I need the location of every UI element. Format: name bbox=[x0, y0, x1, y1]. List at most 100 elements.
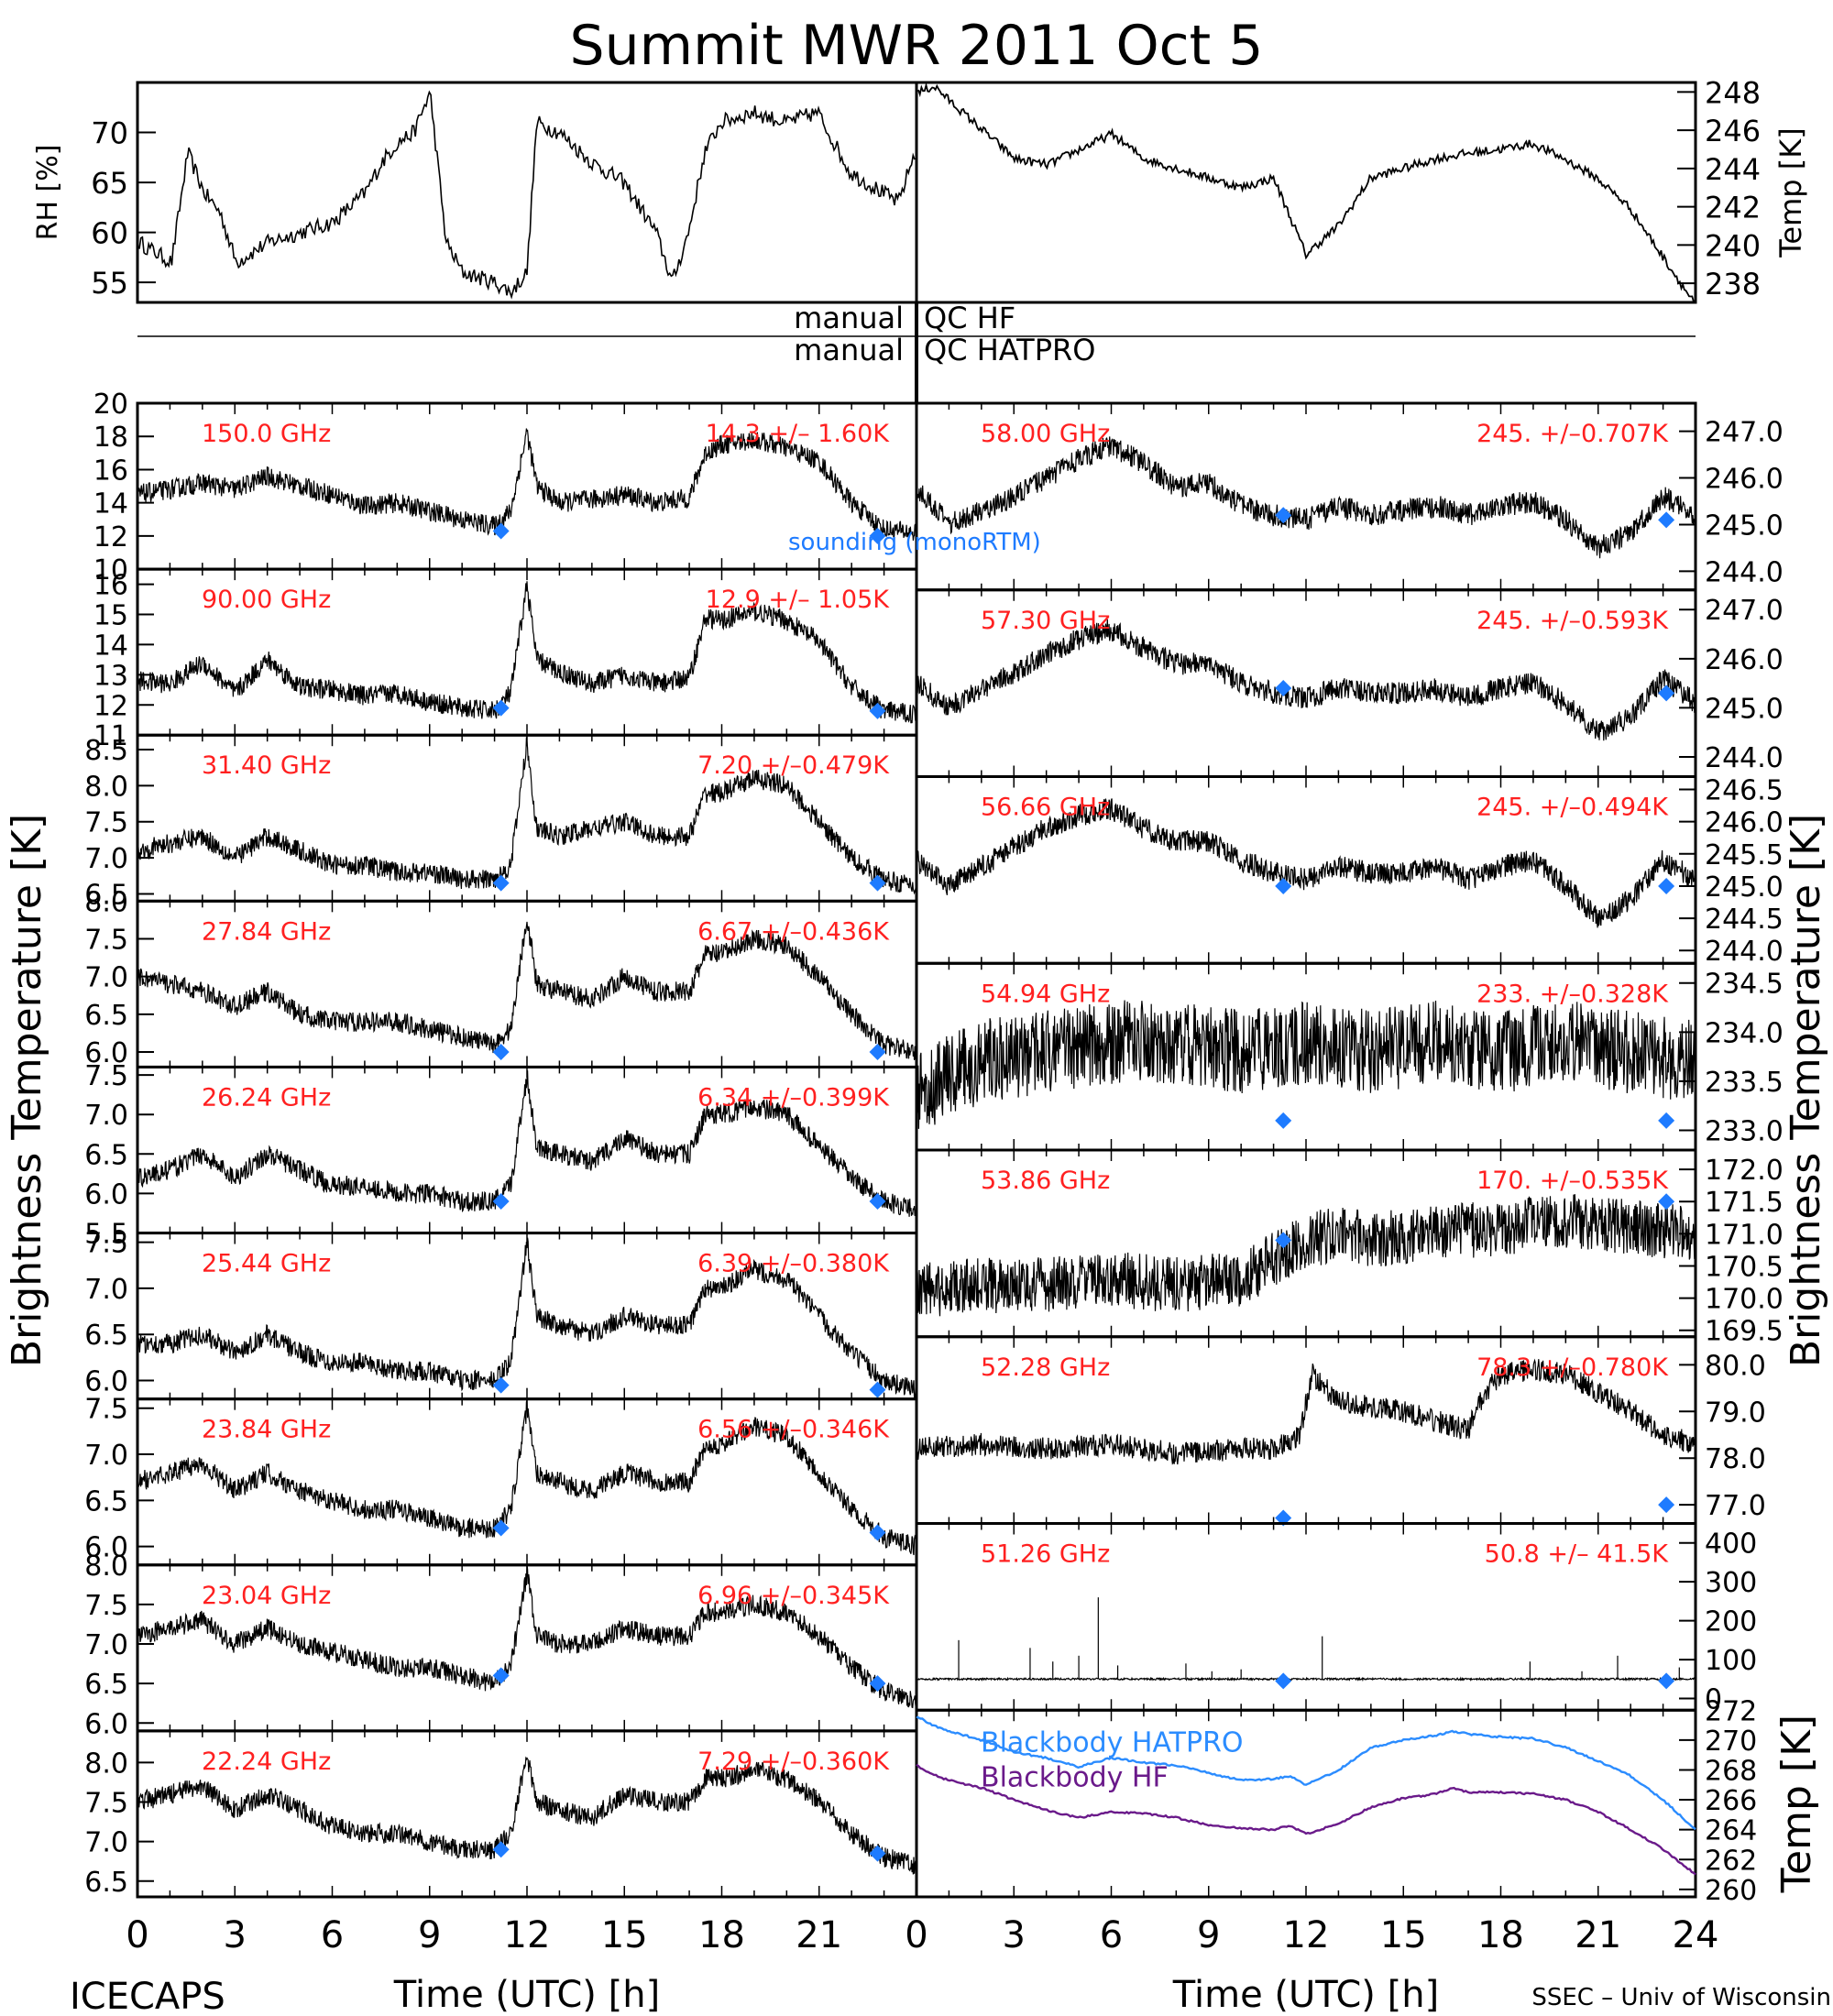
channel-trace bbox=[137, 1399, 917, 1557]
x-tick-label: 15 bbox=[1380, 1914, 1427, 1956]
channel-tick-label: 7.5 bbox=[84, 1394, 128, 1426]
channel-tick-label: 12 bbox=[93, 690, 128, 722]
x-tick-label: 18 bbox=[698, 1914, 745, 1956]
channel-tick-label: 7.0 bbox=[84, 1440, 128, 1472]
blackbody-legend-label: Blackbody HF bbox=[981, 1761, 1169, 1793]
channel-tick-label: 7.5 bbox=[84, 924, 128, 956]
sounding-marker bbox=[869, 1845, 886, 1862]
channel-tick-label: 171.0 bbox=[1705, 1219, 1784, 1251]
channel-trace bbox=[137, 1564, 917, 1710]
sounding-marker bbox=[869, 1193, 886, 1211]
x-tick-label: 24 bbox=[1673, 1914, 1719, 1956]
channel-trace bbox=[916, 619, 1696, 741]
channel-tick-label: 6.0 bbox=[84, 1037, 128, 1069]
left-x-axis: 0 3 6 9 12 15 18 21 bbox=[126, 1914, 842, 1956]
rh-tick-label: 70 bbox=[91, 116, 128, 151]
rh-tick-label: 55 bbox=[91, 266, 128, 301]
temp-tick-label: 246 bbox=[1705, 114, 1761, 148]
rh-tick-label: 60 bbox=[91, 216, 128, 251]
temp-tick-label: 238 bbox=[1705, 267, 1761, 301]
channel-stat-label: 14.3 +/– 1.60K bbox=[706, 420, 891, 448]
temp-tick-label: 244 bbox=[1705, 152, 1761, 187]
sounding-marker bbox=[1658, 1112, 1675, 1129]
channel-trace bbox=[137, 737, 917, 895]
channel-frequency-label: 23.04 GHz bbox=[202, 1582, 331, 1610]
channel-tick-label: 16 bbox=[93, 570, 128, 602]
channel-tick-label: 13 bbox=[93, 660, 128, 692]
channel-tick-label: 8.0 bbox=[84, 1748, 128, 1780]
channel-tick-label: 246.5 bbox=[1705, 775, 1784, 807]
channel-frequency-label: 51.26 GHz bbox=[981, 1540, 1110, 1569]
channel-tick-label: 79.0 bbox=[1705, 1397, 1766, 1429]
x-tick-label: 0 bbox=[126, 1914, 148, 1956]
channel-trace bbox=[137, 1756, 917, 1875]
channel-frequency-label: 53.86 GHz bbox=[981, 1167, 1110, 1195]
channel-tick-label: 300 bbox=[1705, 1567, 1757, 1599]
x-tick-label: 3 bbox=[1003, 1914, 1026, 1956]
sounding-marker bbox=[869, 702, 886, 719]
footer-right: SSEC – Univ of Wisconsin bbox=[1531, 1984, 1831, 2011]
channel-panel: 6.0 6.5 7.0 7.5 23.84 GHz 6.56 +/–0.346K bbox=[84, 1394, 918, 1567]
left-y-axis-label: Brightness Temperature [K] bbox=[4, 814, 50, 1367]
channel-stat-label: 12.9 +/– 1.05K bbox=[706, 586, 891, 614]
channel-tick-label: 5.5 bbox=[84, 1219, 128, 1251]
channel-trace bbox=[137, 428, 917, 541]
sounding-marker bbox=[1275, 1232, 1292, 1249]
channel-frequency-label: 57.30 GHz bbox=[981, 607, 1110, 635]
channel-tick-label: 8.0 bbox=[84, 771, 128, 803]
rh-axis-label: RH [%] bbox=[32, 145, 64, 241]
channel-panel: 6.0 6.5 7.0 7.5 8.0 27.84 GHz 6.67 +/–0.436K bbox=[84, 886, 918, 1069]
channel-tick-label: 270 bbox=[1705, 1726, 1757, 1758]
sounding-marker bbox=[1275, 1112, 1292, 1129]
channel-panel: 6.0 6.5 7.0 7.5 25.44 GHz 6.39 +/–0.380K bbox=[84, 1228, 918, 1401]
sounding-marker bbox=[1658, 1672, 1675, 1690]
sounding-marker bbox=[492, 699, 510, 717]
channel-tick-label: 80.0 bbox=[1705, 1350, 1766, 1382]
channel-tick-label: 6.0 bbox=[84, 1178, 128, 1211]
sounding-legend-label: sounding (monoRTM) bbox=[788, 529, 1041, 556]
channel-tick-label: 7.5 bbox=[84, 807, 128, 839]
channel-tick-label: 14 bbox=[93, 630, 128, 662]
temp-tick-label: 242 bbox=[1705, 191, 1761, 225]
right-x-axis: 0 3 6 9 12 15 18 21 24 bbox=[905, 1914, 1718, 1956]
sounding-marker bbox=[1658, 1496, 1675, 1514]
channel-tick-label: 245.0 bbox=[1705, 693, 1784, 725]
channel-tick-label: 6.0 bbox=[84, 1708, 128, 1740]
channel-tick-label: 7.0 bbox=[84, 962, 128, 994]
right-x-axis-label: Time (UTC) [h] bbox=[1172, 1974, 1439, 2016]
channel-frequency-label: 54.94 GHz bbox=[981, 980, 1110, 1008]
channel-tick-label: 6.0 bbox=[84, 1366, 128, 1398]
channel-tick-label: 7.5 bbox=[84, 1788, 128, 1820]
channel-tick-label: 272 bbox=[1705, 1695, 1757, 1727]
channel-stat-label: 233. +/–0.328K bbox=[1476, 980, 1669, 1008]
channel-stat-label: 170. +/–0.535K bbox=[1476, 1167, 1669, 1195]
x-tick-label: 12 bbox=[1283, 1914, 1330, 1956]
channel-stat-label: 6.56 +/–0.346K bbox=[697, 1416, 890, 1444]
x-tick-label: 21 bbox=[1575, 1914, 1621, 1956]
channel-frequency-label: 25.44 GHz bbox=[202, 1250, 331, 1278]
channel-tick-label: 6.5 bbox=[84, 879, 128, 911]
channel-stat-label: 7.29 +/–0.360K bbox=[697, 1748, 890, 1776]
channel-tick-label: 8.0 bbox=[84, 886, 128, 918]
rh-tick-label: 65 bbox=[91, 166, 128, 201]
channel-tick-label: 16 bbox=[93, 455, 128, 487]
x-tick-label: 0 bbox=[905, 1914, 927, 1956]
sounding-marker bbox=[492, 1667, 510, 1684]
sounding-marker bbox=[869, 527, 886, 544]
channel-tick-label: 245.5 bbox=[1705, 839, 1784, 871]
channel-tick-label: 6.0 bbox=[84, 1532, 128, 1564]
x-tick-label: 6 bbox=[321, 1914, 344, 1956]
channel-tick-label: 6.5 bbox=[84, 1867, 128, 1899]
channel-trace bbox=[916, 1676, 1696, 1682]
x-tick-label: 9 bbox=[1197, 1914, 1220, 1956]
sounding-marker bbox=[869, 1043, 886, 1060]
sounding-marker bbox=[492, 874, 510, 892]
channel-trace bbox=[916, 1358, 1696, 1465]
channel-tick-label: 20 bbox=[93, 389, 128, 421]
channel-tick-label: 170.0 bbox=[1705, 1284, 1784, 1316]
qc-hatpro-left-label: manual bbox=[794, 333, 904, 367]
